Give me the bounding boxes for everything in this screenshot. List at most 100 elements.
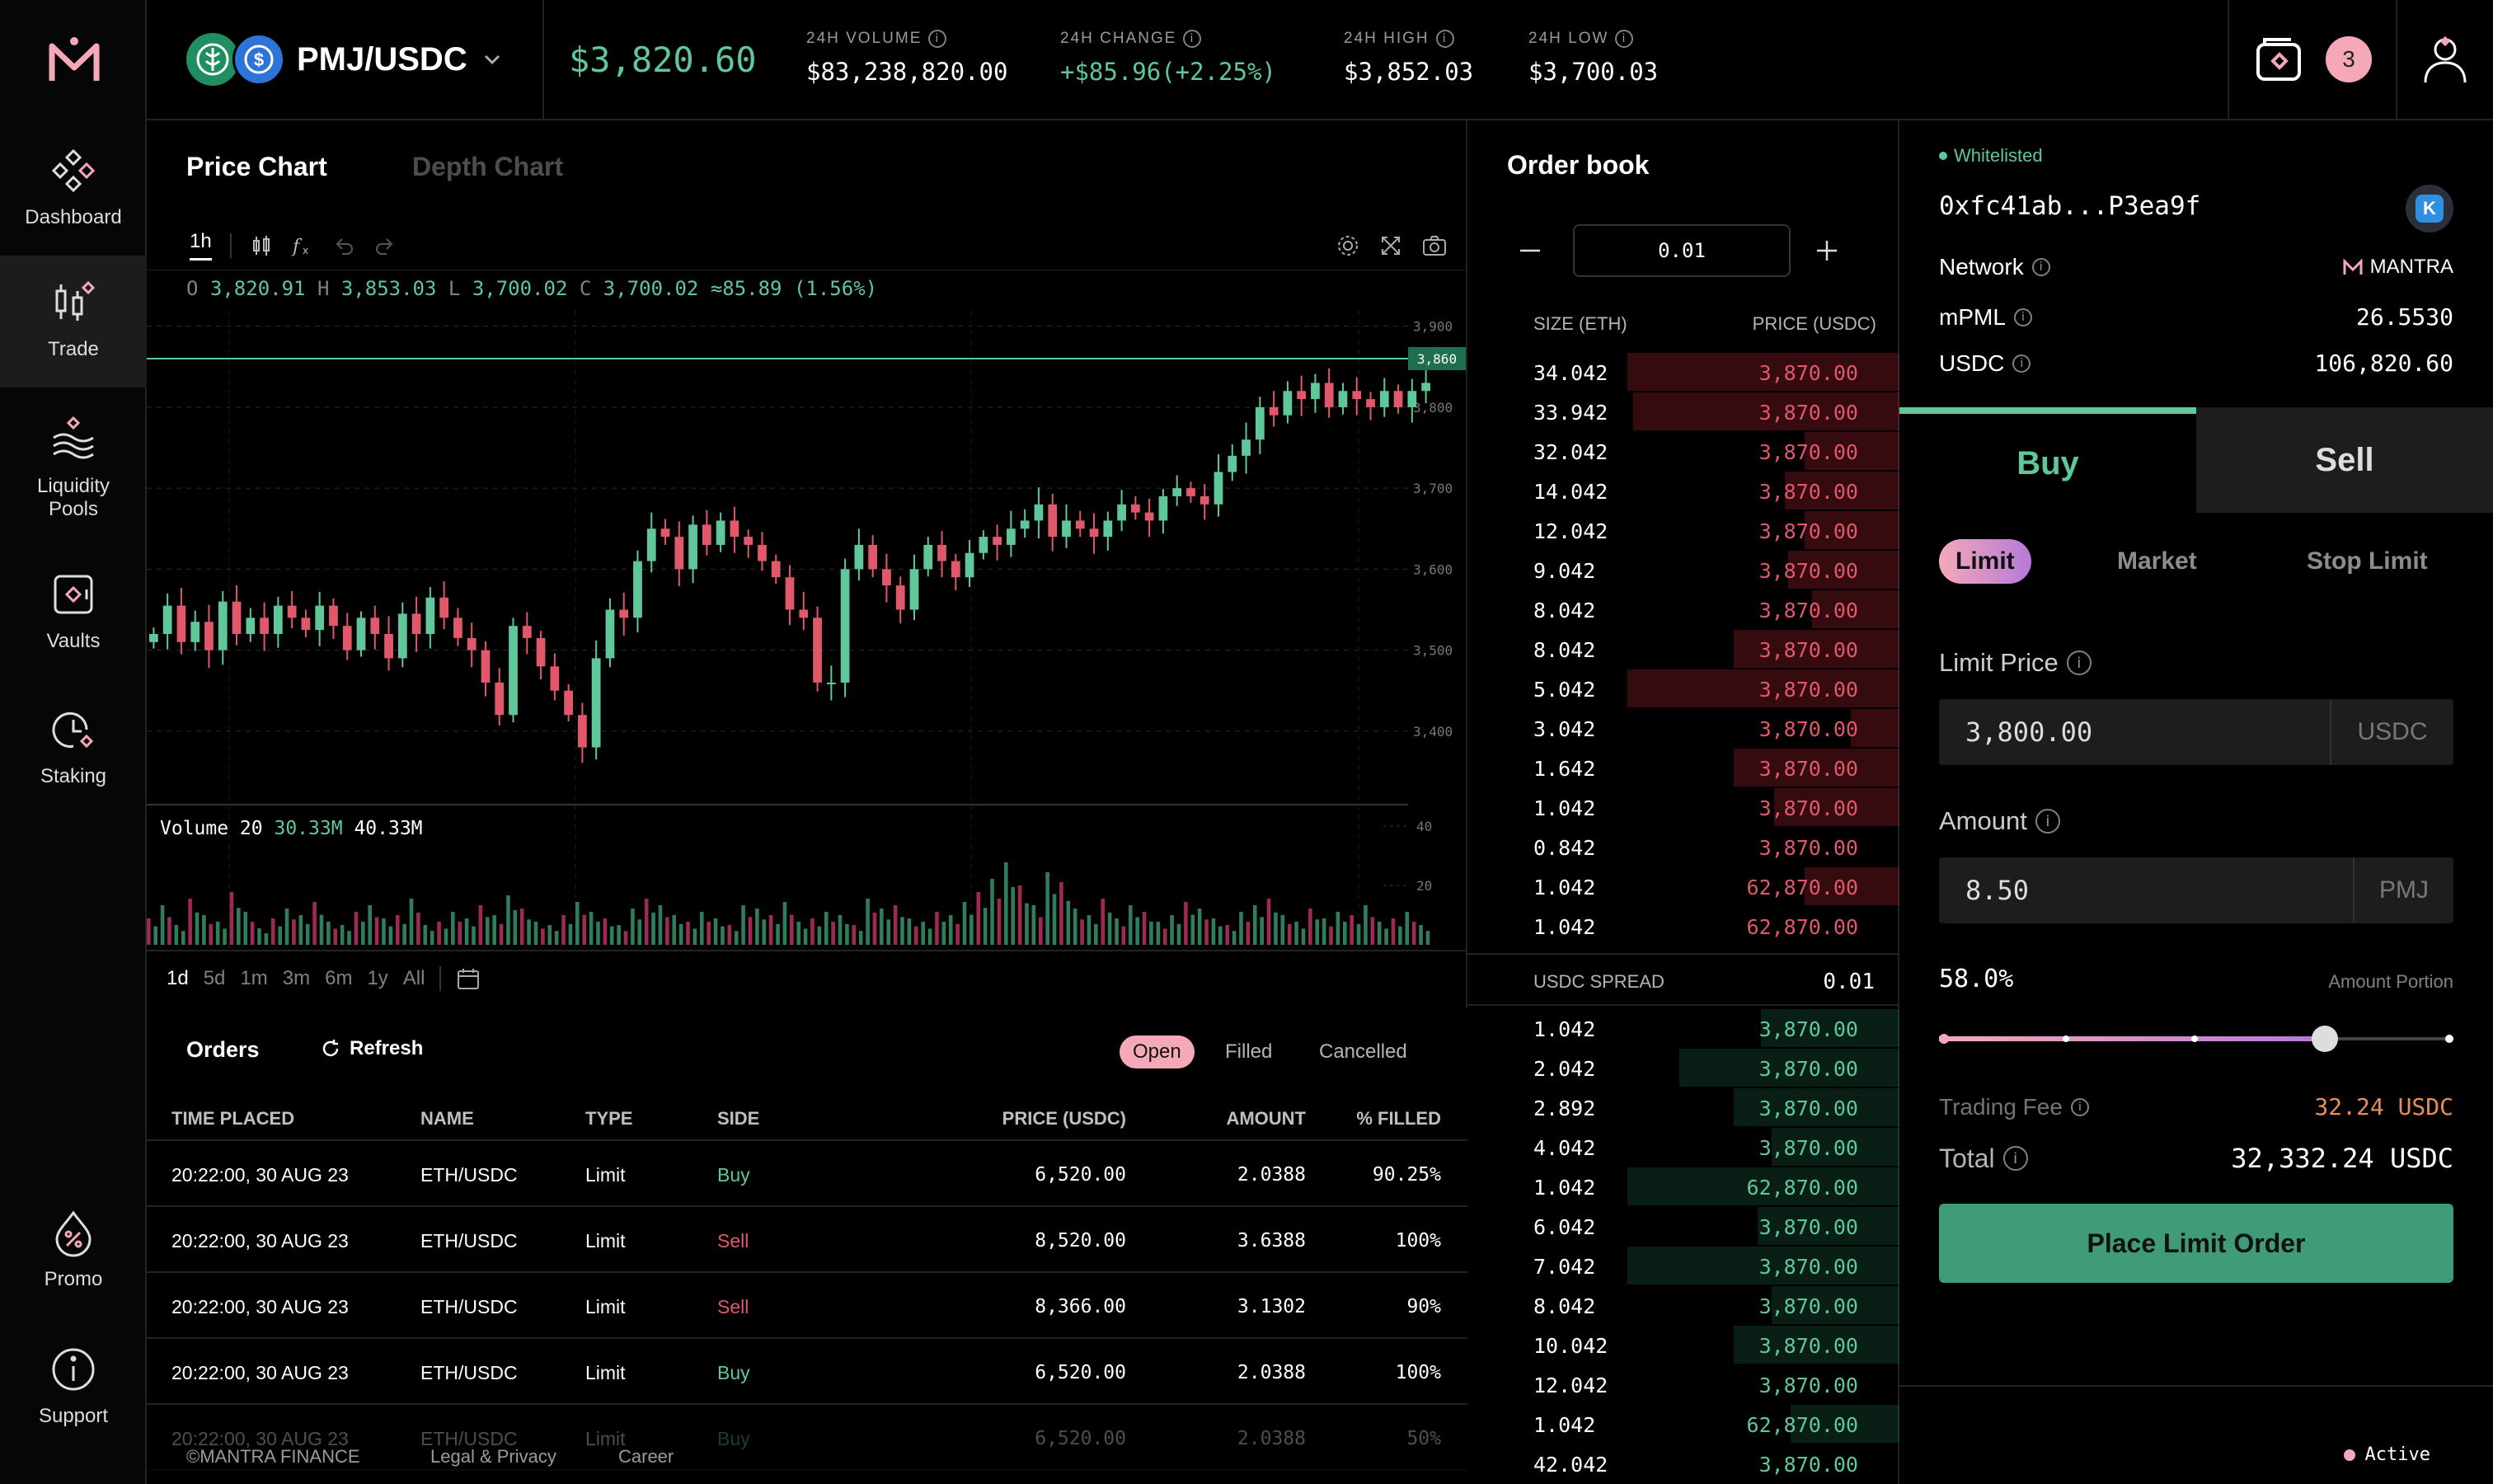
- ask-row[interactable]: 0.842 3,870.00: [1467, 828, 1899, 867]
- camera-icon[interactable]: [1421, 233, 1448, 258]
- candlestick-chart[interactable]: 3,900 3,800 3,700 3,600 3,500 3,400 3,860 40 20: [147, 310, 1467, 950]
- ask-row[interactable]: 3.042 3,870.00: [1467, 709, 1899, 749]
- ask-row[interactable]: 33.942 3,870.00: [1467, 392, 1899, 432]
- sidebar-item-dashboard[interactable]: Dashboard: [0, 124, 147, 256]
- filter-cancelled[interactable]: Cancelled: [1319, 1040, 1407, 1063]
- bid-row[interactable]: 12.042 3,870.00: [1467, 1365, 1899, 1405]
- ask-row[interactable]: 32.042 3,870.00: [1467, 432, 1899, 472]
- slider-thumb[interactable]: [2312, 1026, 2338, 1052]
- bid-row[interactable]: 2.042 3,870.00: [1467, 1049, 1899, 1088]
- range-6m[interactable]: 6m: [325, 967, 353, 989]
- ask-row[interactable]: 8.042 3,870.00: [1467, 630, 1899, 669]
- range-3m[interactable]: 3m: [282, 967, 311, 989]
- filter-filled[interactable]: Filled: [1225, 1040, 1273, 1063]
- range-1y[interactable]: 1y: [367, 967, 388, 989]
- info-icon[interactable]: i: [928, 30, 947, 48]
- volume-bar: [1128, 905, 1133, 945]
- info-icon[interactable]: i: [2070, 1097, 2089, 1116]
- info-icon[interactable]: i: [1435, 30, 1454, 48]
- table-row[interactable]: 20:22:00, 30 AUG 23 ETH/USDC Limit Buy 6,520…: [147, 1141, 1467, 1207]
- ask-row[interactable]: 34.042 3,870.00: [1467, 353, 1899, 392]
- tab-price-chart[interactable]: Price Chart: [186, 152, 327, 181]
- sidebar-item-vaults[interactable]: Vaults: [0, 547, 147, 679]
- info-icon[interactable]: i: [2031, 258, 2050, 276]
- bid-row[interactable]: 2.892 3,870.00: [1467, 1088, 1899, 1128]
- ask-row[interactable]: 1.042 3,870.00: [1467, 788, 1899, 828]
- ask-row[interactable]: 8.042 3,870.00: [1467, 590, 1899, 630]
- info-icon[interactable]: i: [2066, 650, 2092, 675]
- range-all[interactable]: All: [402, 967, 425, 989]
- candle-body: [646, 528, 656, 561]
- refresh-button[interactable]: Refresh: [320, 1037, 423, 1060]
- info-icon[interactable]: i: [2035, 809, 2060, 834]
- candle-body: [993, 537, 1002, 545]
- bid-row[interactable]: 1.042 62,870.00: [1467, 1405, 1899, 1444]
- ask-row[interactable]: 9.042 3,870.00: [1467, 551, 1899, 590]
- order-type-limit[interactable]: Limit: [1939, 539, 2031, 584]
- interval-selector[interactable]: 1h: [190, 230, 212, 261]
- sidebar-item-promo[interactable]: Promo: [0, 1186, 147, 1317]
- info-icon[interactable]: i: [1615, 30, 1634, 48]
- order-type-market[interactable]: Market: [2117, 547, 2197, 575]
- notifications-button[interactable]: 3: [2228, 0, 2396, 119]
- undo-icon[interactable]: [332, 234, 355, 257]
- volume-bar: [893, 905, 898, 945]
- settings-icon[interactable]: [1336, 233, 1360, 258]
- table-row[interactable]: 20:22:00, 30 AUG 23 ETH/USDC Limit Buy 6,520…: [147, 1405, 1467, 1471]
- filter-open[interactable]: Open: [1120, 1036, 1195, 1068]
- order-type-stop-limit[interactable]: Stop Limit: [2307, 547, 2428, 575]
- redo-icon[interactable]: [373, 234, 397, 257]
- pair-selector[interactable]: $ PMJ/USDC: [147, 0, 544, 119]
- ask-row[interactable]: 1.042 62,870.00: [1467, 907, 1899, 946]
- sidebar-item-trade[interactable]: Trade: [0, 256, 147, 387]
- profile-button[interactable]: [2396, 0, 2493, 119]
- candle-type-icon[interactable]: [250, 234, 273, 257]
- step-input[interactable]: 0.01: [1573, 224, 1791, 277]
- place-order-button[interactable]: Place Limit Order: [1939, 1204, 2453, 1283]
- info-icon[interactable]: i: [2002, 1146, 2028, 1171]
- bid-row[interactable]: 8.042 3,870.00: [1467, 1286, 1899, 1326]
- bid-row[interactable]: 7.042 3,870.00: [1467, 1247, 1899, 1286]
- bid-row[interactable]: 1.042 62,870.00: [1467, 1167, 1899, 1207]
- table-row[interactable]: 20:22:00, 30 AUG 23 ETH/USDC Limit Sell 8,36…: [147, 1273, 1467, 1339]
- ask-row[interactable]: 5.042 3,870.00: [1467, 669, 1899, 709]
- info-icon[interactable]: i: [2013, 308, 2032, 326]
- bid-row[interactable]: 6.042 3,870.00: [1467, 1207, 1899, 1247]
- range-1d[interactable]: 1d: [167, 967, 189, 989]
- ask-row[interactable]: 1.642 3,870.00: [1467, 749, 1899, 788]
- step-increase-button[interactable]: [1800, 224, 1853, 277]
- step-decrease-button[interactable]: [1504, 224, 1556, 277]
- fullscreen-icon[interactable]: [1378, 233, 1403, 258]
- sidebar-item-support[interactable]: Support: [0, 1322, 147, 1454]
- wallet-address[interactable]: 0xfc41ab...P3ea9f: [1939, 191, 2201, 221]
- table-row[interactable]: 20:22:00, 30 AUG 23 ETH/USDC Limit Buy 6,520…: [147, 1339, 1467, 1405]
- cell-time: 20:22:00, 30 AUG 23: [171, 1164, 349, 1186]
- bid-row[interactable]: 42.042 3,870.00: [1467, 1444, 1899, 1484]
- tab-sell[interactable]: Sell: [2196, 407, 2493, 513]
- legal-link[interactable]: Legal & Privacy: [430, 1446, 556, 1467]
- info-icon[interactable]: i: [2012, 354, 2031, 373]
- sidebar-item-liquidity-pools[interactable]: Liquidity Pools: [0, 392, 147, 524]
- mantra-logo[interactable]: [45, 31, 103, 89]
- info-icon[interactable]: i: [1183, 30, 1202, 48]
- sidebar-item-staking[interactable]: Staking: [0, 683, 147, 815]
- wallet-avatar[interactable]: K: [2406, 185, 2453, 232]
- calendar-icon[interactable]: [456, 966, 481, 991]
- range-5d[interactable]: 5d: [203, 967, 226, 989]
- table-row[interactable]: 20:22:00, 30 AUG 23 ETH/USDC Limit Sell 8,52…: [147, 1207, 1467, 1273]
- candle-body: [397, 613, 407, 659]
- limit-price-input[interactable]: [1939, 699, 2326, 765]
- ask-row[interactable]: 12.042 3,870.00: [1467, 511, 1899, 551]
- amount-slider[interactable]: [1939, 1022, 2453, 1055]
- bid-row[interactable]: 4.042 3,870.00: [1467, 1128, 1899, 1167]
- ask-row[interactable]: 14.042 3,870.00: [1467, 472, 1899, 511]
- tab-buy[interactable]: Buy: [1899, 407, 2196, 513]
- career-link[interactable]: Career: [618, 1446, 674, 1467]
- bid-row[interactable]: 1.042 3,870.00: [1467, 1009, 1899, 1049]
- tab-depth-chart[interactable]: Depth Chart: [412, 152, 564, 181]
- amount-input[interactable]: [1939, 857, 2351, 923]
- ask-row[interactable]: 1.042 62,870.00: [1467, 867, 1899, 907]
- range-1m[interactable]: 1m: [240, 967, 268, 989]
- bid-row[interactable]: 10.042 3,870.00: [1467, 1326, 1899, 1365]
